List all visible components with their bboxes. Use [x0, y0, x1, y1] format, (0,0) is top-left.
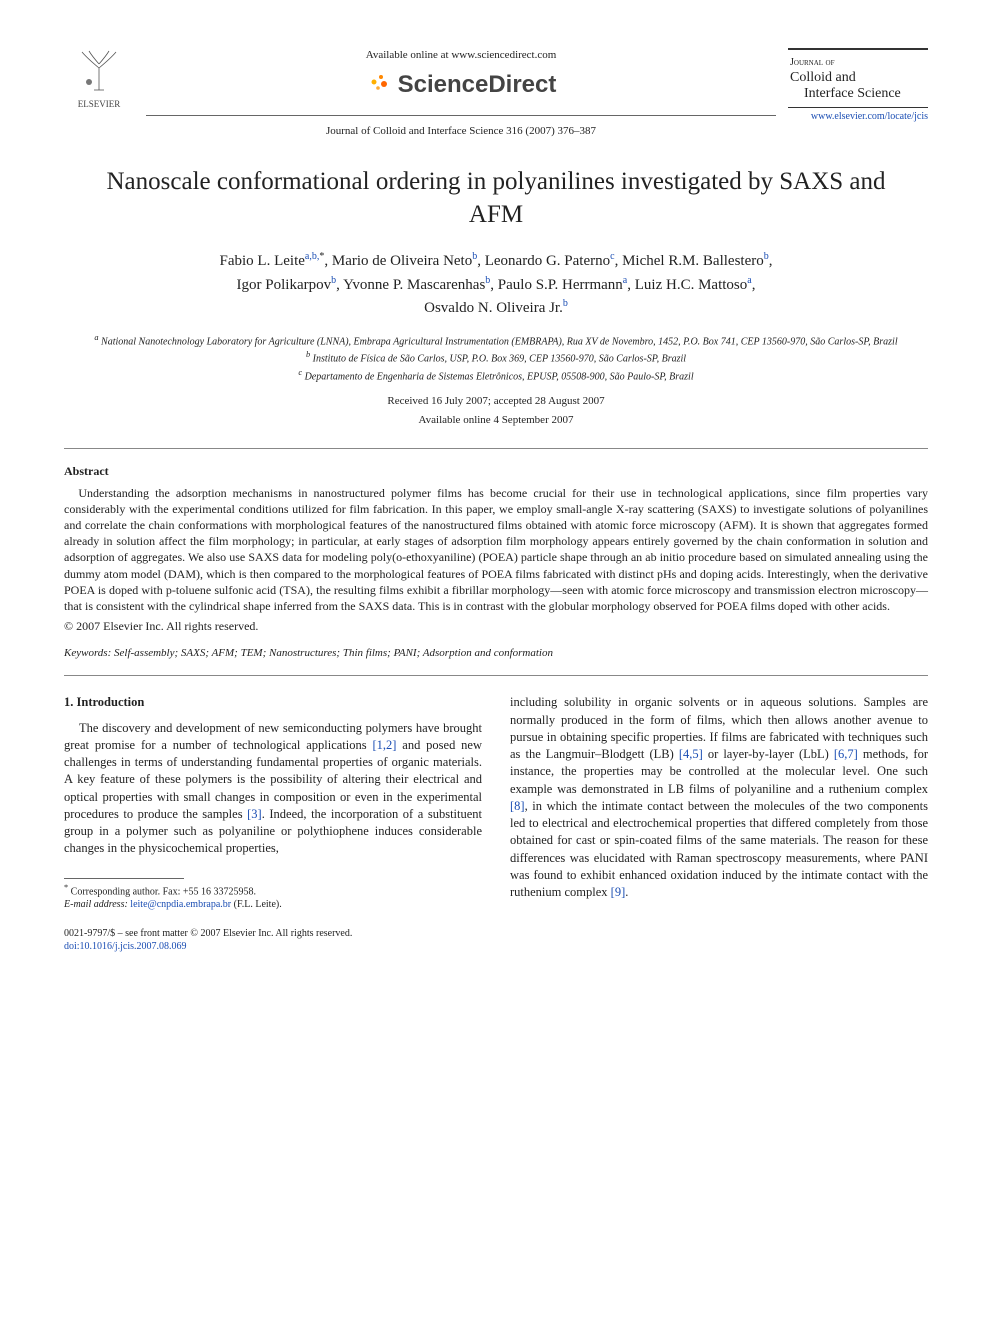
center-header: Available online at www.sciencedirect.co… — [134, 48, 788, 138]
abstract-top-rule — [64, 448, 928, 449]
affiliation-b-text: Instituto de Física de São Carlos, USP, … — [313, 354, 686, 365]
corr-star: * — [319, 251, 324, 262]
author: Yvonne P. Mascarenhas — [343, 277, 485, 293]
author: Osvaldo N. Oliveira Jr. — [424, 300, 563, 316]
journal-of-label: Journal of — [790, 56, 926, 70]
affiliation-a: a National Nanotechnology Laboratory for… — [74, 332, 918, 349]
author: Fabio L. Leite — [220, 253, 305, 269]
affiliation-c-text: Departamento de Engenharia de Sistemas E… — [305, 371, 694, 382]
journal-reference: Journal of Colloid and Interface Science… — [146, 124, 776, 139]
citation[interactable]: [4,5] — [679, 747, 703, 761]
author: Paulo S.P. Herrmann — [498, 277, 623, 293]
corr-author-line: * Corresponding author. Fax: +55 16 3372… — [64, 883, 482, 898]
affiliation-b: b Instituto de Física de São Carlos, USP… — [74, 349, 918, 366]
author-aff: b — [472, 251, 477, 262]
citation[interactable]: [9] — [611, 885, 626, 899]
corresponding-author-footnote: * Corresponding author. Fax: +55 16 3372… — [64, 883, 482, 911]
journal-name-1: Colloid and — [790, 70, 926, 87]
issn-line: 0021-9797/$ – see front matter © 2007 El… — [64, 927, 928, 940]
keywords-list: Self-assembly; SAXS; AFM; TEM; Nanostruc… — [114, 647, 553, 659]
header-rule — [146, 115, 776, 116]
abstract-heading: Abstract — [64, 463, 928, 479]
keywords: Keywords: Self-assembly; SAXS; AFM; TEM;… — [64, 646, 928, 661]
article-title: Nanoscale conformational ordering in pol… — [94, 166, 898, 231]
received-accepted-dates: Received 16 July 2007; accepted 28 Augus… — [64, 394, 928, 409]
corr-email-line: E-mail address: leite@cnpdia.embrapa.br … — [64, 898, 482, 911]
affiliation-c: c Departamento de Engenharia de Sistemas… — [74, 367, 918, 384]
footnote-separator — [64, 878, 184, 879]
author-aff: b — [331, 275, 336, 286]
corr-email-who: (F.L. Leite). — [234, 899, 282, 910]
email-label: E-mail address: — [64, 899, 128, 910]
journal-cover-box: Journal of Colloid and Interface Science… — [788, 48, 928, 124]
doi-link[interactable]: doi:10.1016/j.jcis.2007.08.069 — [64, 940, 928, 953]
author: Igor Polikarpov — [237, 277, 332, 293]
column-left: 1. Introduction The discovery and develo… — [64, 694, 482, 911]
available-online-date: Available online 4 September 2007 — [64, 413, 928, 428]
corr-author-text: Corresponding author. Fax: +55 16 337259… — [71, 886, 256, 897]
author-aff: a — [747, 275, 751, 286]
introduction-heading: 1. Introduction — [64, 694, 482, 711]
author: Luiz H.C. Mattoso — [635, 277, 748, 293]
affiliations: a National Nanotechnology Laboratory for… — [74, 332, 918, 384]
citation[interactable]: [8] — [510, 799, 525, 813]
keywords-label: Keywords: — [64, 647, 111, 659]
author-aff: a,b, — [305, 251, 319, 262]
elsevier-tree-icon — [64, 48, 134, 98]
citation[interactable]: [3] — [247, 807, 262, 821]
affiliation-a-text: National Nanotechnology Laboratory for A… — [101, 336, 898, 347]
sciencedirect-swirl-icon — [366, 69, 392, 103]
intro-paragraph-1: The discovery and development of new sem… — [64, 720, 482, 858]
sciencedirect-logo: ScienceDirect — [366, 69, 557, 103]
author-list: Fabio L. Leitea,b,*, Mario de Oliveira N… — [84, 249, 908, 320]
elsevier-label: ELSEVIER — [64, 98, 134, 110]
author-aff: c — [610, 251, 614, 262]
abstract-body: Understanding the adsorption mechanisms … — [64, 485, 928, 615]
intro-paragraph-2: including solubility in organic solvents… — [510, 694, 928, 901]
journal-name-2: Interface Science — [790, 86, 926, 103]
abstract-copyright: © 2007 Elsevier Inc. All rights reserved… — [64, 618, 928, 634]
column-right: including solubility in organic solvents… — [510, 694, 928, 911]
footer-bar: 0021-9797/$ – see front matter © 2007 El… — [64, 927, 928, 953]
citation[interactable]: [6,7] — [834, 747, 858, 761]
author-aff: b — [485, 275, 490, 286]
author: Michel R.M. Ballestero — [622, 253, 764, 269]
sciencedirect-text: ScienceDirect — [398, 69, 557, 101]
body-columns: 1. Introduction The discovery and develo… — [64, 694, 928, 911]
author-aff: a — [623, 275, 627, 286]
header-row: ELSEVIER Available online at www.science… — [64, 48, 928, 138]
journal-homepage-link[interactable]: www.elsevier.com/locate/jcis — [788, 110, 928, 124]
abstract-bottom-rule — [64, 675, 928, 676]
author: Leonardo G. Paterno — [485, 253, 610, 269]
author-aff: b — [764, 251, 769, 262]
author-aff: b — [563, 298, 568, 309]
author: Mario de Oliveira Neto — [332, 253, 472, 269]
corr-email-link[interactable]: leite@cnpdia.embrapa.br — [130, 899, 231, 910]
citation[interactable]: [1,2] — [372, 738, 396, 752]
available-online-text: Available online at www.sciencedirect.co… — [146, 48, 776, 63]
elsevier-logo: ELSEVIER — [64, 48, 134, 110]
